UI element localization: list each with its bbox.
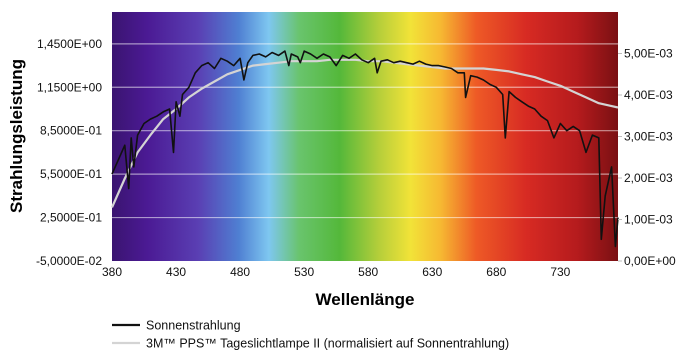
y-left-tick-label: 8,5000E-01	[40, 124, 102, 138]
legend-label-sonnenstrahlung: Sonnenstrahlung	[146, 319, 241, 333]
series-line-sonnenstrahlung	[111, 50, 619, 248]
y-right-tick-label: 0,00E+00	[624, 254, 676, 268]
y-axis-right-ticks: 0,00E+00 1,00E-03 2,00E-03 3,00E-03 4,00E-03…	[618, 47, 676, 268]
y-right-tick-label: 3,00E-03	[624, 130, 673, 144]
y-left-tick-label: -5,0000E-02	[36, 254, 102, 268]
x-tick-label: 580	[358, 265, 378, 279]
x-tick-label: 530	[294, 265, 314, 279]
y-right-tick-label: 4,00E-03	[624, 88, 673, 102]
y-axis-left-ticks: -5,0000E-02 2,5000E-01 5,5000E-01 8,5000E-0…	[36, 37, 102, 268]
x-axis-ticks: 380 430 480 530 580 630 680 730	[102, 265, 571, 279]
y-right-tick-label: 1,00E-03	[624, 213, 673, 227]
x-tick-label: 680	[486, 265, 506, 279]
y-left-tick-label: 1,1500E+00	[37, 80, 102, 94]
x-tick-label: 480	[230, 265, 250, 279]
legend: Sonnenstrahlung 3M™ PPS™ Tageslichtlampe…	[112, 319, 509, 351]
x-tick-label: 730	[550, 265, 570, 279]
x-tick-label: 430	[166, 265, 186, 279]
x-axis-title: Wellenlänge	[316, 290, 415, 309]
series-layer	[110, 50, 619, 248]
x-tick-label: 630	[422, 265, 442, 279]
series-line-3m-pps-tageslichtlampe-ii-norm	[110, 58, 619, 208]
y-right-tick-label: 5,00E-03	[624, 47, 673, 61]
legend-label-tageslichtlampe: 3M™ PPS™ Tageslichtlampe II (normalisier…	[146, 337, 509, 351]
y-axis-title: Strahlungsleistung	[7, 59, 26, 213]
x-tick-label: 380	[102, 265, 122, 279]
y-left-tick-label: 1,4500E+00	[37, 37, 102, 51]
gridlines	[112, 43, 618, 219]
y-left-tick-label: 2,5000E-01	[40, 211, 102, 225]
y-left-tick-label: 5,5000E-01	[40, 167, 102, 181]
spectrum-background	[112, 12, 618, 261]
y-right-tick-label: 2,00E-03	[624, 171, 673, 185]
